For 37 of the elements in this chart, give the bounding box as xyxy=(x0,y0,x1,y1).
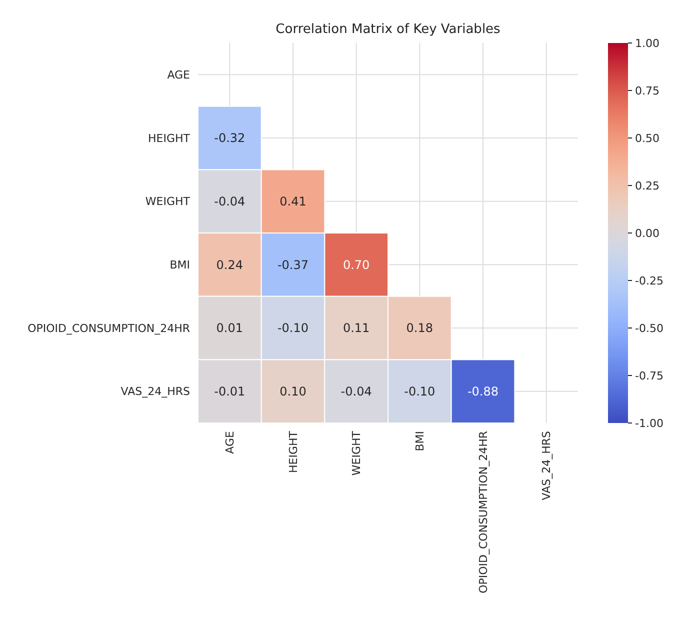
data-label: -0.04 xyxy=(340,384,372,399)
data-label: 0.70 xyxy=(342,258,370,272)
color-bar-label: 1.00 xyxy=(635,36,660,50)
y-tick-label: AGE xyxy=(167,68,190,82)
data-label: -0.37 xyxy=(277,258,309,272)
x-tick-label: VAS_24_HRS xyxy=(540,430,554,500)
x-tick-label: OPIOID_CONSUMPTION_24HR xyxy=(476,430,490,594)
color-bar-label: 0.00 xyxy=(635,226,660,240)
data-label: -0.10 xyxy=(404,384,436,399)
color-bar-label: -0.25 xyxy=(635,274,664,288)
color-bar-label: -0.50 xyxy=(635,322,664,335)
data-label: 0.01 xyxy=(216,321,244,336)
x-tick-label: AGE xyxy=(224,430,237,454)
color-bar-label: 0.75 xyxy=(635,84,660,98)
data-label: 0.41 xyxy=(280,194,306,209)
data-label: -0.10 xyxy=(277,321,309,336)
y-tick-label: VAS_24_HRS xyxy=(120,385,190,398)
y-tick-label: BMI xyxy=(170,258,190,272)
color-bar-label: 0.50 xyxy=(635,132,660,145)
y-tick-label: WEIGHT xyxy=(145,195,190,208)
color-bar-label: -1.00 xyxy=(635,416,664,430)
y-tick-label: OPIOID_CONSUMPTION_24HR xyxy=(28,322,190,335)
data-label: -0.01 xyxy=(214,384,246,399)
data-label: -0.04 xyxy=(214,194,246,209)
data-label: -0.32 xyxy=(214,131,246,146)
color-bar-label: 0.25 xyxy=(635,179,660,192)
data-label: -0.88 xyxy=(467,384,499,399)
data-label: 0.10 xyxy=(280,384,306,399)
chart-title: Correlation Matrix of Key Variables xyxy=(276,22,501,37)
data-label: 0.11 xyxy=(342,321,370,336)
y-tick-label: HEIGHT xyxy=(148,132,190,145)
color-bar-label: -0.75 xyxy=(635,369,664,382)
data-label: 0.24 xyxy=(216,258,244,272)
x-tick-label: BMI xyxy=(414,431,427,452)
data-label: 0.18 xyxy=(406,321,434,336)
x-tick-label: WEIGHT xyxy=(350,430,364,476)
x-tick-label: HEIGHT xyxy=(286,430,300,473)
